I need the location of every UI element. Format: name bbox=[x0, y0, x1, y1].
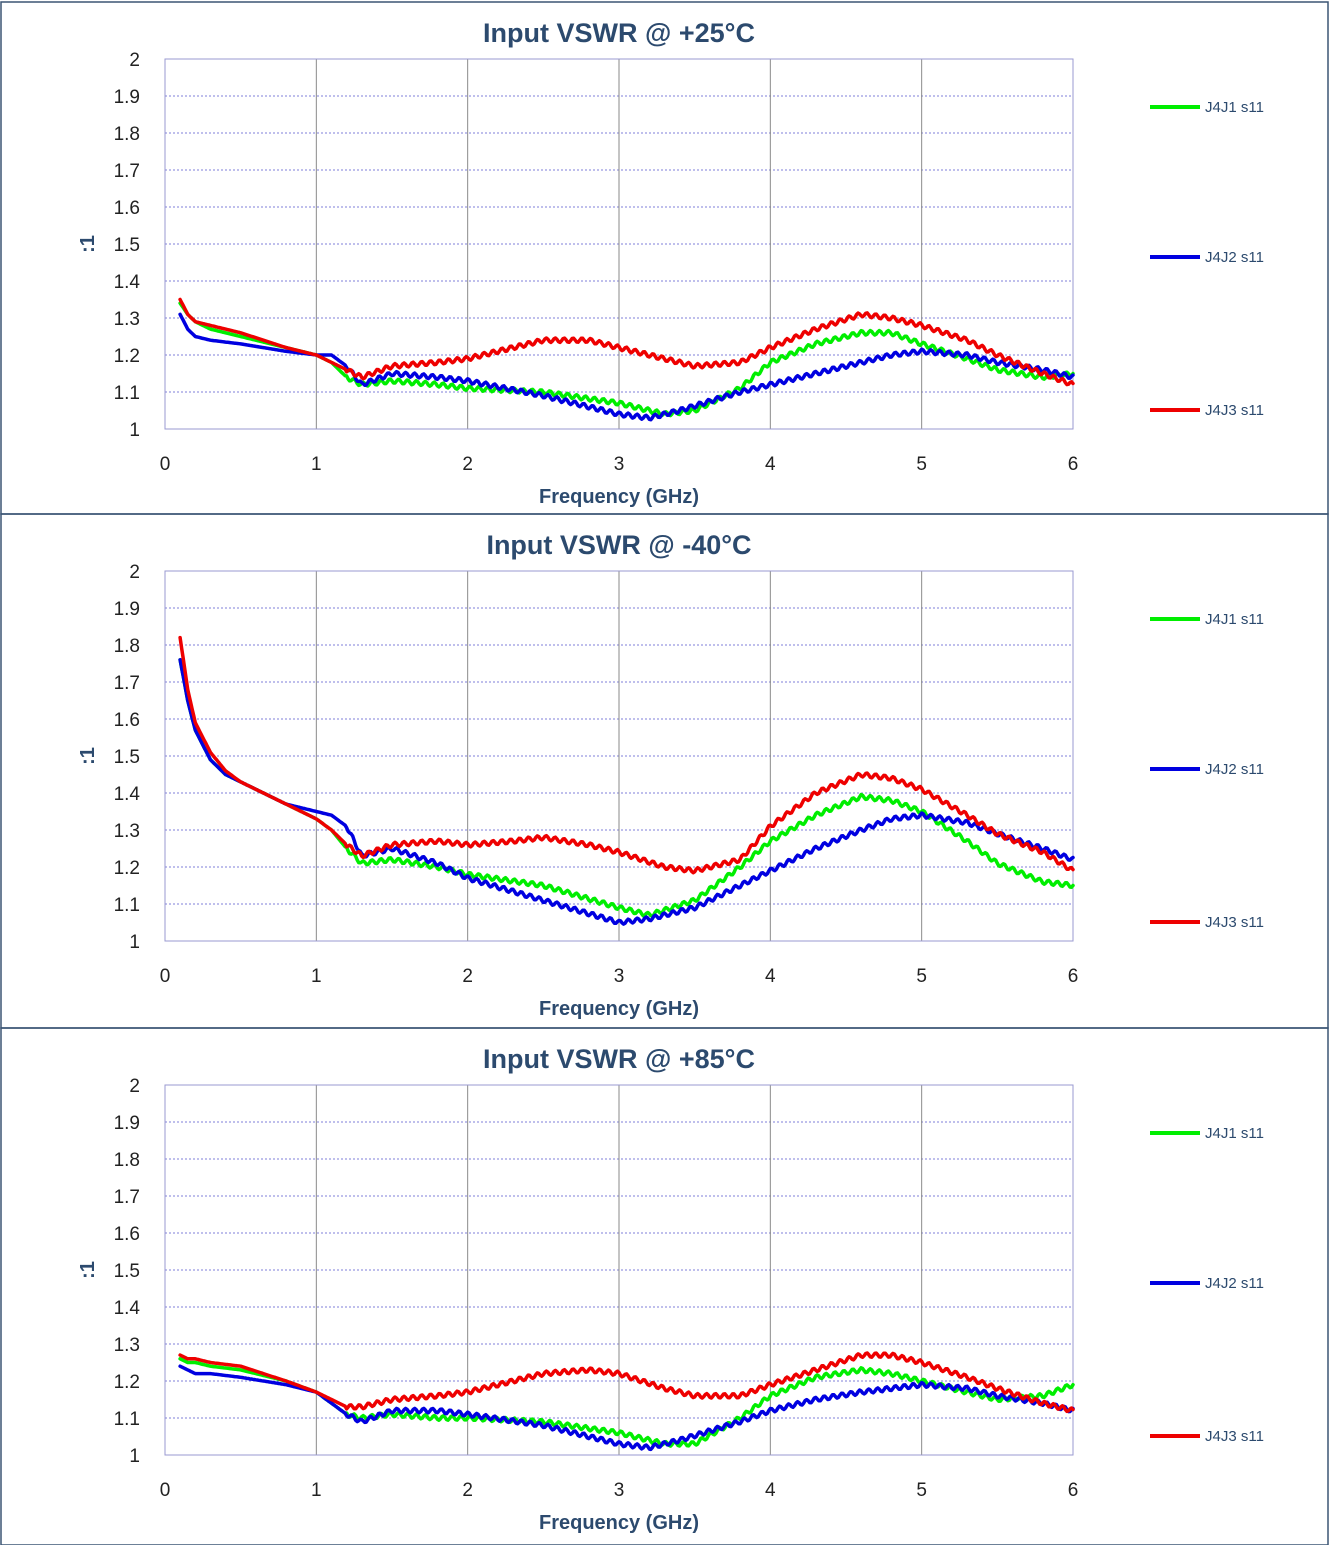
y-tick-label: 1.6 bbox=[114, 710, 140, 731]
y-axis-title: :1 bbox=[77, 747, 99, 765]
y-tick-label: 1 bbox=[129, 932, 140, 953]
x-tick-label: 4 bbox=[765, 454, 776, 475]
plot-area bbox=[164, 1084, 1074, 1456]
x-tick-label: 1 bbox=[311, 454, 322, 475]
legend-label: J4J1 s11 bbox=[1205, 1125, 1264, 1142]
legend-label: J4J2 s11 bbox=[1205, 249, 1264, 266]
panel-frame bbox=[0, 1027, 1329, 1546]
chart-panel-1: Input VSWR @ +25°C 1 1.1 1.2 1.3 1.4 1.5 1.6 1.7… bbox=[0, 1, 1329, 515]
y-tick-label: 1.6 bbox=[114, 1224, 140, 1245]
y-axis-title: :1 bbox=[77, 1261, 99, 1279]
legend-label: J4J3 s11 bbox=[1205, 402, 1264, 419]
y-tick-label: 1.4 bbox=[114, 784, 141, 805]
chart-title: Input VSWR @ +85°C bbox=[483, 1044, 755, 1074]
y-tick-label: 1.3 bbox=[114, 309, 140, 330]
y-tick-label: 1.1 bbox=[114, 383, 140, 404]
y-tick-label: 1.9 bbox=[114, 1113, 140, 1134]
y-tick-label: 1.3 bbox=[114, 1335, 140, 1356]
series-line-j4j3-s11 bbox=[178, 1351, 1075, 1414]
x-tick-label: 6 bbox=[1068, 966, 1079, 987]
series-line-j4j3-s11 bbox=[178, 297, 1075, 387]
y-tick-label: 1.7 bbox=[114, 673, 140, 694]
x-tick-label: 0 bbox=[160, 1480, 171, 1501]
y-tick-label: 1.7 bbox=[114, 1187, 140, 1208]
x-tick-label: 1 bbox=[311, 1480, 322, 1501]
legend-label: J4J3 s11 bbox=[1205, 914, 1264, 931]
y-tick-label: 1.1 bbox=[114, 1409, 140, 1430]
series-line-j4j1-s11 bbox=[178, 1357, 1075, 1448]
chart-title: Input VSWR @ +25°C bbox=[483, 18, 755, 48]
y-tick-label: 1.6 bbox=[114, 198, 140, 219]
y-axis-title: :1 bbox=[77, 235, 99, 253]
x-tick-label: 4 bbox=[765, 966, 776, 987]
x-tick-label: 0 bbox=[160, 966, 171, 987]
panel-frame bbox=[0, 513, 1329, 1029]
x-axis-title: Frequency (GHz) bbox=[539, 1512, 699, 1534]
series-line-j4j3-s11 bbox=[178, 635, 1075, 875]
x-tick-label: 5 bbox=[916, 966, 927, 987]
legend-label: J4J1 s11 bbox=[1205, 611, 1264, 628]
y-tick-label: 1.8 bbox=[114, 636, 140, 657]
x-tick-label: 3 bbox=[614, 966, 625, 987]
y-tick-label: 1.4 bbox=[114, 1298, 141, 1319]
y-tick-label: 2 bbox=[129, 1076, 140, 1097]
y-tick-label: 1.8 bbox=[114, 1150, 140, 1171]
y-tick-label: 1.2 bbox=[114, 858, 140, 879]
y-tick-label: 1.7 bbox=[114, 161, 140, 182]
panel-frame bbox=[0, 1, 1329, 515]
x-tick-label: 6 bbox=[1068, 454, 1079, 475]
legend-label: J4J2 s11 bbox=[1205, 1275, 1264, 1292]
y-tick-label: 1.1 bbox=[114, 895, 140, 916]
x-tick-label: 0 bbox=[160, 454, 171, 475]
x-tick-label: 2 bbox=[462, 1480, 473, 1501]
x-tick-label: 3 bbox=[614, 454, 625, 475]
series-line-j4j1-s11 bbox=[178, 658, 1075, 919]
plot-area bbox=[164, 570, 1074, 942]
y-tick-label: 1.5 bbox=[114, 747, 140, 768]
series-line-j4j2-s11 bbox=[178, 312, 1075, 422]
y-tick-label: 1.5 bbox=[114, 1261, 140, 1282]
y-tick-label: 1 bbox=[129, 420, 140, 441]
series-line-j4j2-s11 bbox=[178, 1364, 1075, 1452]
y-tick-label: 1.9 bbox=[114, 599, 140, 620]
x-tick-label: 1 bbox=[311, 966, 322, 987]
chart-title: Input VSWR @ -40°C bbox=[486, 530, 751, 560]
y-tick-label: 1.2 bbox=[114, 346, 140, 367]
y-tick-label: 1.5 bbox=[114, 235, 140, 256]
y-tick-label: 1.4 bbox=[114, 272, 141, 293]
x-tick-label: 5 bbox=[916, 1480, 927, 1501]
x-tick-label: 6 bbox=[1068, 1480, 1079, 1501]
y-tick-label: 1 bbox=[129, 1446, 140, 1467]
y-tick-label: 1.2 bbox=[114, 1372, 140, 1393]
y-tick-label: 1.3 bbox=[114, 821, 140, 842]
legend-label: J4J1 s11 bbox=[1205, 99, 1264, 116]
y-tick-label: 2 bbox=[129, 50, 140, 71]
x-tick-label: 2 bbox=[462, 454, 473, 475]
chart-panel-3: Input VSWR @ +85°C 1 1.1 1.2 1.3 1.4 1.5 1.6 1.7… bbox=[0, 1027, 1329, 1546]
legend-label: J4J2 s11 bbox=[1205, 761, 1264, 778]
x-tick-label: 4 bbox=[765, 1480, 776, 1501]
x-tick-label: 3 bbox=[614, 1480, 625, 1501]
series-line-j4j2-s11 bbox=[178, 658, 1075, 926]
x-axis-title: Frequency (GHz) bbox=[539, 486, 699, 508]
chart-panel-2: Input VSWR @ -40°C 1 1.1 1.2 1.3 1.4 1.5 1.6 1.7… bbox=[0, 513, 1329, 1029]
x-axis-title: Frequency (GHz) bbox=[539, 998, 699, 1020]
x-tick-label: 5 bbox=[916, 454, 927, 475]
plot-area bbox=[164, 58, 1074, 430]
series-line-j4j1-s11 bbox=[178, 301, 1075, 418]
legend-label: J4J3 s11 bbox=[1205, 1428, 1264, 1445]
y-tick-label: 1.9 bbox=[114, 87, 140, 108]
y-tick-label: 1.8 bbox=[114, 124, 140, 145]
y-tick-label: 2 bbox=[129, 562, 140, 583]
x-tick-label: 2 bbox=[462, 966, 473, 987]
